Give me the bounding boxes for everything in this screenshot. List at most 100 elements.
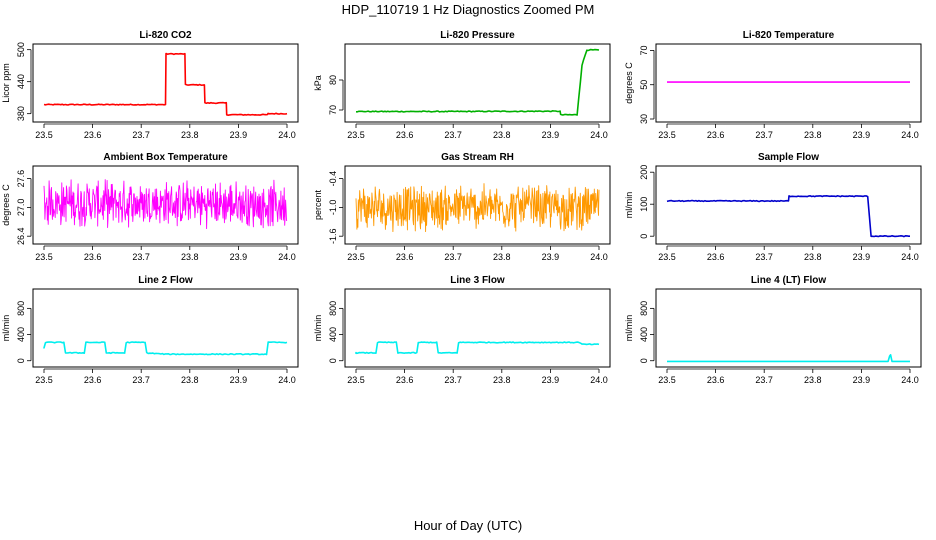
plot-frame <box>344 43 611 123</box>
y-tick-label: 0 <box>16 358 26 363</box>
x-tick-label: 23.9 <box>230 375 248 385</box>
y-tick-label: 200 <box>639 165 649 180</box>
plot-frame <box>344 165 611 245</box>
x-tick-label: 23.5 <box>347 375 365 385</box>
y-tick-label: 800 <box>328 301 338 316</box>
y-tick-label: -0.4 <box>328 171 338 187</box>
x-tick-label: 24.0 <box>901 130 919 140</box>
x-tick-label: 23.8 <box>493 130 511 140</box>
y-tick-label: 500 <box>16 42 26 57</box>
x-axis-caption: Hour of Day (UTC) <box>413 518 523 533</box>
plot-frame <box>344 288 611 368</box>
x-tick-label: 23.8 <box>181 252 199 262</box>
x-tick-label: 23.6 <box>707 375 725 385</box>
y-tick-label: 400 <box>328 327 338 342</box>
y-tick-label: 800 <box>639 301 649 316</box>
x-tick-label: 24.0 <box>590 130 608 140</box>
x-tick-label: 23.7 <box>444 252 462 262</box>
y-tick-label: 800 <box>16 301 26 316</box>
panel-title: Line 2 Flow <box>138 275 193 286</box>
x-tick-label: 23.9 <box>230 252 248 262</box>
y-tick-label: 0 <box>639 358 649 363</box>
y-tick-label: 70 <box>328 105 338 115</box>
panel-title: Line 4 (LT) Flow <box>751 275 827 286</box>
x-tick-label: 24.0 <box>278 130 296 140</box>
panel-title: Li-820 Pressure <box>440 30 515 41</box>
series-line <box>355 341 600 355</box>
series-line <box>355 183 600 233</box>
x-tick-label: 23.9 <box>853 252 871 262</box>
panel-3: Ambient Box Temperature 23.5 23.6 23.7 23.8 2… <box>1 152 299 262</box>
x-tick-label: 23.7 <box>755 375 773 385</box>
plot-frame <box>655 43 922 123</box>
x-tick-label: 23.5 <box>35 130 53 140</box>
x-tick-label: 23.7 <box>132 375 150 385</box>
x-tick-label: 23.7 <box>444 130 462 140</box>
x-tick-label: 23.8 <box>804 252 822 262</box>
x-tick-label: 23.8 <box>181 130 199 140</box>
y-tick-label: 100 <box>639 197 649 212</box>
y-tick-label: 440 <box>16 74 26 89</box>
panel-title: Li-820 CO2 <box>139 30 192 41</box>
panel-5: Sample Flow 23.5 23.6 23.7 23.8 23.9 24.0 0 100 2… <box>624 152 922 262</box>
x-tick-label: 23.5 <box>347 130 365 140</box>
y-axis-label: ml/min <box>624 315 634 342</box>
y-tick-label: 26.4 <box>16 227 26 245</box>
x-tick-label: 23.7 <box>444 375 462 385</box>
panel-1: Li-820 Pressure 23.5 23.6 23.7 23.8 23.9 24.0 7… <box>313 30 611 140</box>
series-line <box>43 179 288 230</box>
x-tick-label: 23.8 <box>804 130 822 140</box>
y-tick-label: 27.6 <box>16 170 26 188</box>
x-tick-label: 23.7 <box>755 130 773 140</box>
x-tick-label: 23.6 <box>707 130 725 140</box>
y-tick-label: -1.6 <box>328 228 338 244</box>
x-tick-label: 23.8 <box>493 252 511 262</box>
y-tick-label: 27.0 <box>16 199 26 217</box>
y-axis-label: kPa <box>313 75 323 91</box>
x-tick-label: 23.7 <box>755 252 773 262</box>
x-tick-label: 23.5 <box>35 375 53 385</box>
y-axis-label: Licor ppm <box>1 63 11 103</box>
x-tick-label: 24.0 <box>590 375 608 385</box>
x-tick-label: 23.6 <box>84 375 102 385</box>
x-tick-label: 23.6 <box>84 130 102 140</box>
x-tick-label: 23.6 <box>396 252 414 262</box>
y-tick-label: 80 <box>328 75 338 85</box>
panel-6: Line 2 Flow 23.5 23.6 23.7 23.8 23.9 24.0 0 400 8… <box>1 275 299 385</box>
x-tick-label: 23.8 <box>804 375 822 385</box>
x-tick-label: 23.9 <box>542 252 560 262</box>
x-tick-label: 23.9 <box>542 130 560 140</box>
panel-title: Ambient Box Temperature <box>103 152 228 163</box>
x-tick-label: 23.6 <box>396 375 414 385</box>
x-tick-label: 23.9 <box>853 375 871 385</box>
x-tick-label: 24.0 <box>901 252 919 262</box>
y-tick-label: 0 <box>328 358 338 363</box>
x-tick-label: 23.6 <box>707 252 725 262</box>
series-line <box>43 341 288 356</box>
panel-title: Sample Flow <box>758 152 819 163</box>
y-tick-label: 0 <box>639 234 649 239</box>
panel-title: Li-820 Temperature <box>743 30 835 41</box>
x-tick-label: 23.7 <box>132 130 150 140</box>
series-line <box>43 52 288 116</box>
y-axis-label: ml/min <box>624 192 634 219</box>
series-line <box>356 48 600 116</box>
x-tick-label: 24.0 <box>278 252 296 262</box>
x-tick-label: 23.5 <box>658 130 676 140</box>
y-tick-label: 400 <box>16 327 26 342</box>
x-tick-label: 23.5 <box>347 252 365 262</box>
y-tick-label: 380 <box>16 106 26 121</box>
plot-frame <box>32 165 299 245</box>
x-tick-label: 23.9 <box>853 130 871 140</box>
panel-title: Gas Stream RH <box>441 152 514 163</box>
plot-frame <box>655 165 922 245</box>
x-tick-label: 23.9 <box>542 375 560 385</box>
y-tick-label: 50 <box>639 80 649 90</box>
panel-title: Line 3 Flow <box>450 275 505 286</box>
y-axis-label: ml/min <box>313 315 323 342</box>
x-tick-label: 23.9 <box>230 130 248 140</box>
plot-frame <box>32 43 299 123</box>
y-axis-label: ml/min <box>1 315 11 342</box>
x-tick-label: 23.5 <box>658 375 676 385</box>
